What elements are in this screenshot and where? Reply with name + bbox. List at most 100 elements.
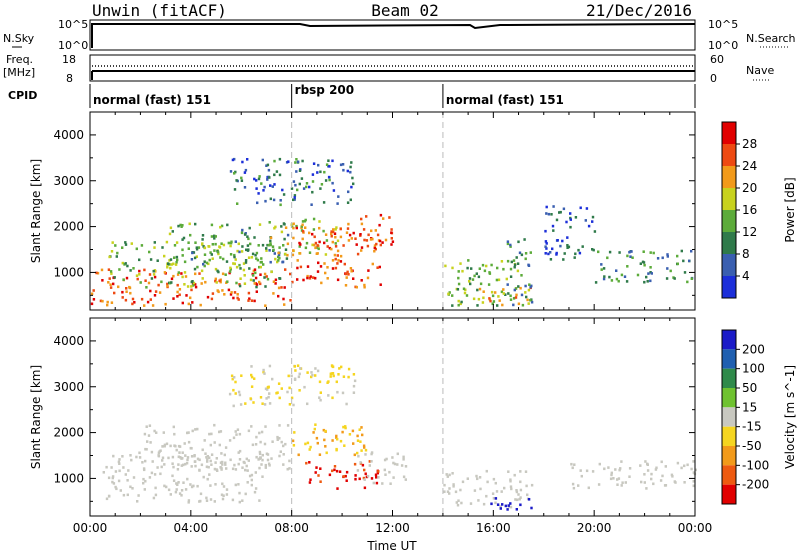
data-cell [617, 477, 621, 480]
data-cell [309, 478, 312, 481]
data-cell [184, 488, 188, 491]
data-cell [201, 238, 204, 241]
data-cell [138, 269, 141, 273]
data-cell [187, 499, 191, 502]
data-cell [298, 372, 301, 376]
data-cell [190, 280, 193, 284]
data-cell [221, 272, 225, 276]
data-cell [490, 263, 493, 267]
data-cell [320, 183, 324, 186]
data-cell [108, 277, 111, 280]
data-cell [202, 245, 205, 248]
data-cell [298, 252, 302, 255]
y-axis-label: Slant Range [km] [29, 365, 43, 469]
data-cell [153, 294, 157, 297]
data-cell [278, 256, 281, 260]
data-cell [233, 157, 236, 161]
data-cell [135, 274, 139, 277]
data-cell [378, 265, 381, 269]
data-cell [100, 268, 104, 272]
data-cell [189, 483, 192, 486]
data-cell [178, 451, 181, 454]
data-cell [162, 431, 165, 434]
data-cell [240, 250, 244, 253]
data-cell [603, 467, 606, 471]
data-cell [390, 228, 393, 231]
data-cell [509, 294, 512, 298]
y-tick-label: 4000 [53, 128, 84, 142]
data-cell [251, 443, 255, 447]
data-cell [217, 290, 220, 294]
data-cell [250, 299, 254, 302]
data-cell [132, 267, 135, 270]
data-cell [310, 371, 313, 374]
data-cell [616, 483, 619, 486]
data-cell [243, 274, 246, 277]
data-cell [250, 385, 254, 388]
data-cell [454, 490, 458, 494]
data-cell [478, 267, 481, 270]
date-title: 21/Dec/2016 [586, 1, 692, 20]
data-cell [350, 269, 353, 273]
data-cell [194, 285, 198, 289]
data-cell [197, 246, 201, 249]
data-cell [444, 264, 447, 268]
data-cell [392, 461, 395, 465]
data-cell [198, 468, 201, 472]
data-cell [359, 461, 362, 464]
data-cell [254, 253, 257, 257]
data-cell [318, 396, 321, 399]
freq-panel [89, 54, 696, 82]
data-cell [124, 298, 128, 302]
data-cell [308, 185, 311, 189]
data-cell [375, 476, 378, 479]
data-cell [294, 183, 297, 187]
data-cell [460, 300, 463, 304]
data-cell [188, 222, 191, 226]
data-cell [292, 249, 295, 252]
data-cell [339, 163, 343, 167]
data-cell [346, 270, 349, 274]
data-cell [290, 187, 294, 190]
data-cell [241, 245, 244, 248]
data-cell [271, 440, 274, 443]
data-cell [566, 236, 569, 239]
data-cell [524, 252, 528, 255]
data-cell [164, 302, 167, 306]
data-cell [283, 286, 286, 289]
data-cell [225, 260, 229, 263]
data-cell [487, 283, 491, 286]
data-cell [223, 453, 226, 457]
data-cell [496, 304, 499, 307]
data-cell [250, 478, 253, 482]
data-cell [464, 288, 467, 292]
data-cell [683, 481, 686, 484]
data-cell [95, 271, 98, 275]
data-cell [192, 281, 196, 285]
data-cell [176, 468, 180, 471]
data-cell [482, 290, 485, 293]
data-cell [468, 280, 471, 283]
data-cell [473, 274, 476, 278]
data-cell [347, 273, 350, 276]
data-cell [125, 290, 128, 293]
data-cell [330, 230, 333, 233]
data-cell [272, 292, 275, 295]
data-cell [218, 443, 221, 447]
data-cell [261, 453, 264, 457]
data-cell [178, 492, 182, 495]
data-cell [359, 233, 362, 236]
data-cell [525, 484, 528, 488]
data-cell [276, 435, 279, 439]
data-cell [520, 293, 524, 297]
data-cell [643, 473, 646, 476]
data-cell [235, 265, 239, 269]
freq-unit: [MHz] [3, 66, 35, 79]
data-cell [218, 279, 221, 283]
data-cell [571, 482, 575, 486]
data-cell [268, 464, 271, 467]
data-cell [354, 285, 357, 289]
data-cell [186, 285, 190, 288]
data-cell [158, 450, 161, 453]
data-cell [114, 244, 117, 247]
